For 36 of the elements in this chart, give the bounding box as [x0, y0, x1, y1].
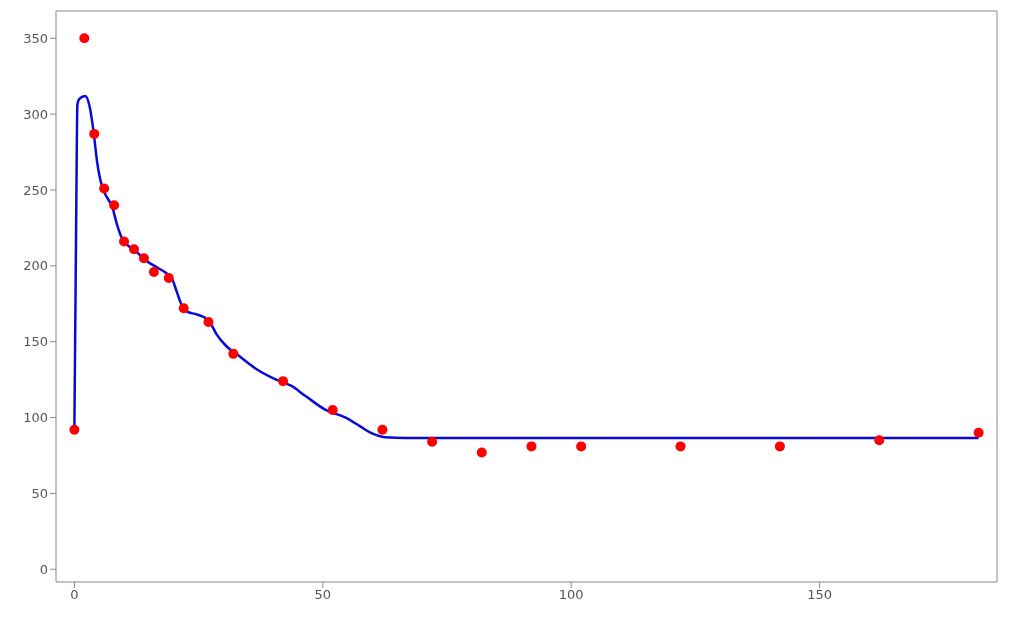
- point: [427, 436, 438, 447]
- point: [178, 303, 189, 314]
- y-tick-label: 250: [23, 182, 48, 198]
- point: [119, 236, 130, 247]
- y-tick-label: 350: [23, 30, 48, 46]
- y-tick-label: 100: [23, 410, 48, 426]
- point: [774, 441, 785, 452]
- y-tick-label: 50: [31, 486, 48, 502]
- point: [109, 200, 120, 211]
- point: [675, 441, 686, 452]
- point: [874, 435, 885, 446]
- y-tick-label: 0: [39, 561, 48, 577]
- point: [69, 424, 80, 435]
- point: [129, 244, 139, 255]
- point: [973, 427, 984, 438]
- y-tick-label: 300: [23, 106, 48, 122]
- x-tick-label: 0: [70, 587, 79, 603]
- point: [476, 447, 487, 458]
- point: [377, 424, 388, 435]
- point: [278, 376, 289, 387]
- point: [79, 33, 90, 44]
- point: [576, 441, 587, 452]
- point: [99, 183, 110, 194]
- point: [327, 404, 338, 415]
- point: [138, 253, 149, 264]
- point: [148, 266, 159, 277]
- y-tick-label: 150: [23, 334, 48, 350]
- x-tick-label: 50: [314, 587, 332, 603]
- point: [228, 348, 239, 359]
- x-tick-label: 100: [558, 587, 584, 603]
- point: [163, 272, 174, 283]
- point: [89, 128, 100, 139]
- y-tick-label: 200: [23, 258, 48, 274]
- point: [526, 441, 537, 452]
- x-tick-label: 150: [807, 587, 833, 603]
- point: [203, 316, 214, 327]
